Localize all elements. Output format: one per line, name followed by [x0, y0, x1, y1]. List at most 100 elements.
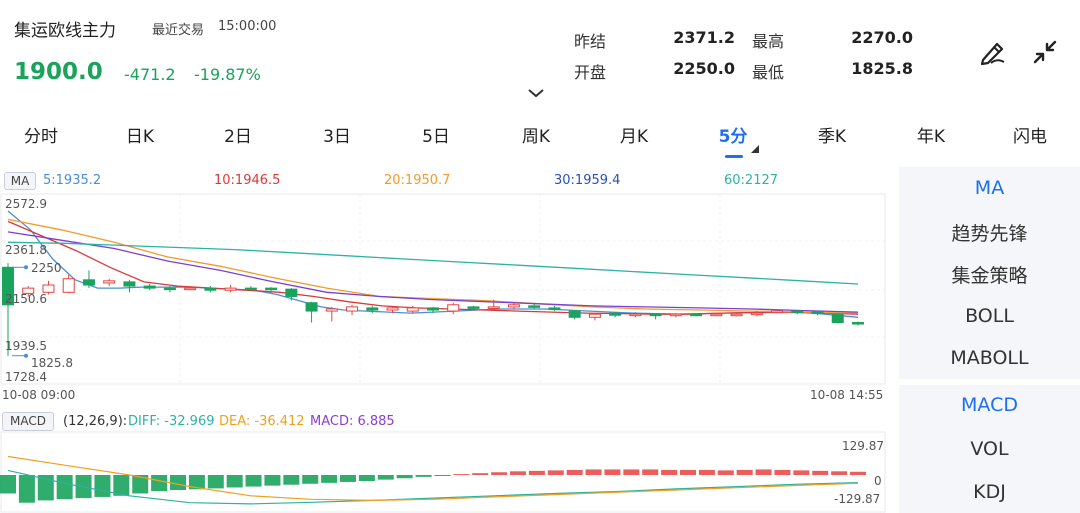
macd-axis-top: 129.87	[842, 439, 884, 453]
candle-down	[609, 312, 622, 316]
candle-up	[22, 287, 35, 294]
price-axis-l2: 2361.8	[5, 243, 47, 257]
open-value: 2250.0	[673, 59, 735, 78]
prev-settle-label: 昨结	[574, 32, 607, 51]
candle-down	[305, 302, 318, 312]
candle-up	[62, 278, 75, 293]
indicator-kdj[interactable]: KDJ	[973, 481, 1006, 503]
ma-line-ma5	[7, 210, 859, 318]
macd-bar	[604, 469, 621, 475]
macd-bar	[736, 469, 753, 475]
price-axis-bottom: 1728.4	[5, 370, 47, 384]
open-label: 开盘	[574, 63, 607, 82]
macd-dea-line	[7, 455, 859, 502]
candle-down	[791, 310, 804, 314]
indicator-gold-strategy[interactable]: 集金策略	[951, 265, 1028, 287]
tab-intraday[interactable]: 分时	[24, 127, 58, 147]
period-tabs: 分时 日K 2日 3日 5日 周K 月K 5分 季K 年K 闪电	[0, 122, 1080, 156]
high-value: 2270.0	[851, 28, 913, 47]
tab-weekly-k[interactable]: 周K	[521, 127, 551, 147]
macd-bar	[793, 470, 810, 475]
macd-dif-line	[7, 469, 859, 505]
candle-down	[427, 307, 439, 311]
instrument-title: 集运欧线主力	[14, 21, 116, 41]
ma60-value: 60:2127	[724, 173, 779, 188]
tab-5min[interactable]: 5分	[718, 127, 748, 147]
price-axis-l3: 2150.6	[5, 292, 47, 306]
macd-bar	[377, 475, 394, 480]
macd-dea-value: DEA: -36.412	[219, 414, 305, 429]
macd-bar	[585, 469, 602, 475]
ma30-value: 30:1959.4	[554, 173, 621, 188]
macd-bar	[358, 475, 375, 482]
tab-daily-k[interactable]: 日K	[125, 127, 155, 147]
indicator-maboll[interactable]: MABOLL	[950, 347, 1029, 369]
candlestick-chart[interactable]	[0, 0, 890, 513]
macd-bar	[717, 470, 734, 475]
low-value: 1825.8	[851, 59, 913, 78]
caret-down-icon[interactable]	[751, 145, 759, 153]
macd-bar	[56, 475, 73, 500]
candle-down	[244, 287, 257, 291]
candle-down	[811, 311, 824, 315]
indicator-vol[interactable]: VOL	[970, 438, 1009, 460]
macd-bar	[623, 469, 640, 475]
candle-down	[831, 313, 844, 324]
candle-down	[366, 307, 379, 311]
indicator-trend-pioneer[interactable]: 趋势先锋	[951, 223, 1028, 245]
macd-bar	[566, 469, 583, 475]
macd-bar	[283, 475, 300, 485]
macd-bar	[151, 475, 168, 492]
ma-line-ma10	[7, 220, 859, 315]
ma-line-ma30	[7, 231, 859, 313]
draw-pen-icon[interactable]	[977, 36, 1009, 68]
macd-bar	[415, 475, 432, 477]
tab-3day[interactable]: 3日	[323, 127, 351, 147]
macd-bar	[510, 471, 526, 475]
candle-down	[568, 310, 581, 318]
indicator-boll[interactable]: BOLL	[965, 305, 1014, 327]
candle-up	[669, 313, 682, 317]
candle-down	[123, 281, 136, 287]
macd-bar	[491, 472, 508, 475]
candle-down	[265, 287, 278, 291]
tab-yearly-k[interactable]: 年K	[916, 127, 946, 147]
candle-down	[82, 279, 95, 286]
active-tab-indicator	[725, 155, 743, 158]
macd-bar	[302, 475, 319, 484]
last-price: 1900.0	[14, 59, 103, 85]
chevron-down-icon[interactable]	[527, 88, 545, 98]
ma-indicator-badge[interactable]: MA	[4, 172, 36, 190]
macd-bar	[188, 475, 205, 490]
time-axis-end: 10-08 14:55	[810, 388, 884, 402]
indicator-macd[interactable]: MACD	[961, 394, 1018, 416]
tab-5day[interactable]: 5日	[422, 127, 450, 147]
macd-bar	[18, 475, 35, 503]
last-trade-time: 15:00:00	[218, 19, 277, 34]
macd-bar	[321, 475, 338, 483]
low-marker-label: 1825.8	[31, 356, 73, 370]
macd-indicator-badge[interactable]: MACD	[2, 412, 54, 431]
indicator-ma[interactable]: MA	[974, 177, 1005, 199]
tab-quarterly-k[interactable]: 季K	[817, 127, 847, 147]
tab-2day[interactable]: 2日	[224, 127, 252, 147]
macd-bar	[340, 475, 356, 482]
candle-up	[730, 313, 743, 317]
macd-bar	[547, 470, 564, 475]
candle-up	[588, 313, 601, 318]
price-pane-frame	[0, 193, 886, 385]
candle-up	[406, 307, 419, 312]
tab-monthly-k[interactable]: 月K	[619, 127, 649, 147]
macd-axis-zero: 0	[874, 474, 882, 488]
ma-line-ma60	[7, 241, 859, 285]
candle-up	[184, 287, 197, 291]
fullscreen-icon[interactable]	[1029, 36, 1061, 68]
tab-flash[interactable]: 闪电	[1013, 127, 1047, 147]
macd-params: (12,26,9):	[63, 414, 128, 429]
macd-macd-value: MACD: 6.885	[310, 414, 395, 429]
macd-bar	[0, 475, 16, 494]
candle-down	[548, 307, 561, 310]
last-trade-label: 最近交易	[152, 23, 205, 38]
candle-up	[771, 310, 784, 314]
